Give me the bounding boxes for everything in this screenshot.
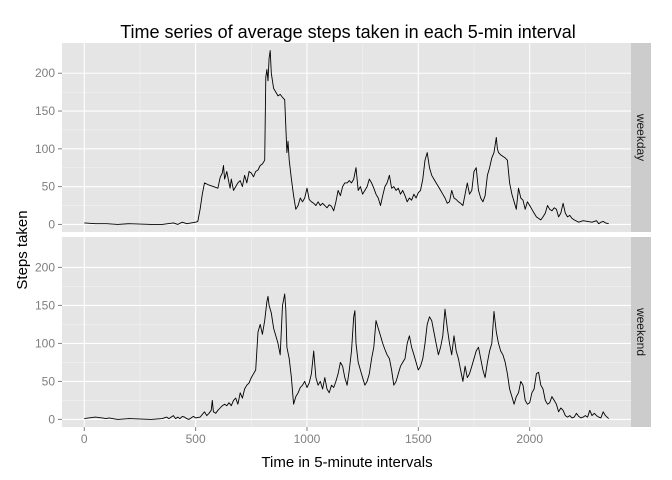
x-tick-label: 1000 — [294, 432, 321, 446]
x-tick-label: 1500 — [405, 432, 432, 446]
x-tick-label: 0 — [81, 432, 88, 446]
y-tick-label: 100 — [35, 142, 55, 156]
y-tick-label: 50 — [42, 180, 56, 194]
panel-background — [62, 43, 631, 232]
x-tick-label: 500 — [186, 432, 206, 446]
y-tick-label: 0 — [48, 217, 55, 231]
y-tick-label: 150 — [35, 104, 55, 118]
y-tick-label: 100 — [35, 336, 55, 350]
y-axis-title: Steps taken — [14, 210, 31, 289]
y-axis: 0 50 100 150 200 0 50 100 150 200 — [35, 66, 62, 426]
facet-strip-label: weekend — [634, 307, 648, 356]
facet-strip — [631, 237, 651, 427]
panel-background — [62, 237, 631, 427]
facet-strip-label: weekday — [634, 113, 648, 161]
y-tick-label: 0 — [48, 412, 55, 426]
x-tick-label: 2000 — [516, 432, 543, 446]
series-line-weekday — [84, 50, 609, 225]
series-line-weekend — [84, 293, 610, 420]
facet-panel-weekend: weekend — [62, 237, 651, 427]
x-axis: 0 500 1000 1500 2000 — [81, 427, 543, 446]
y-tick-label: 200 — [35, 66, 55, 80]
y-tick-label: 150 — [35, 298, 55, 312]
y-tick-label: 50 — [42, 374, 56, 388]
facet-strip — [631, 43, 651, 232]
facet-panels: weekday weekend — [62, 43, 651, 427]
facet-panel-weekday: weekday — [62, 43, 651, 232]
y-tick-label: 200 — [35, 260, 55, 274]
x-axis-title: Time in 5-minute intervals — [261, 454, 432, 471]
chart-title: Time series of average steps taken in ea… — [120, 22, 576, 42]
